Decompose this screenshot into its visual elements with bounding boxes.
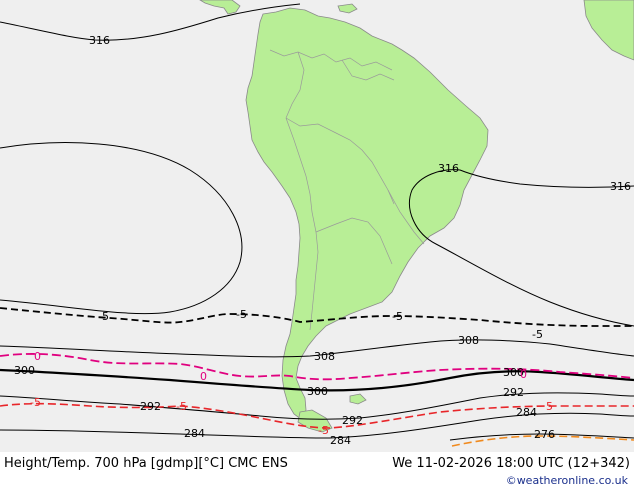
temp-contour-minus5 (0, 307, 634, 327)
height-label-292-west: 292 (140, 400, 161, 413)
height-label-308-atlantic: 308 (458, 334, 479, 347)
height-label-316-brazil: 316 (438, 162, 459, 175)
height-contour-292 (0, 392, 634, 420)
height-label-316-nw: 316 (89, 34, 110, 47)
temp-label-minus5-chile: -5 (236, 308, 247, 321)
height-label-284-west: 284 (184, 427, 205, 440)
height-label-308-chile: 308 (314, 350, 335, 363)
height-label-316-east: 316 (610, 180, 631, 193)
temp-label-zero-mid: 0 (200, 370, 207, 383)
temp-label-minus5-east: -5 (532, 328, 543, 341)
height-label-292-patagonia: 292 (342, 414, 363, 427)
credit-link[interactable]: ©weatheronline.co.uk (505, 474, 628, 487)
tierra-del-fuego (297, 409, 333, 433)
height-label-276-east: 276 (534, 428, 555, 441)
height-label-284-east: 284 (516, 406, 537, 419)
height-label-300-east: 300 (503, 366, 524, 379)
forecast-time: We 11-02-2026 18:00 UTC (12+342) (392, 456, 630, 471)
height-contour-284 (0, 412, 634, 439)
temp-label-5-west: -5 (30, 396, 41, 409)
temp-label-5-east: 5 (546, 400, 553, 413)
temp-label-minus5-pacific: -5 (98, 310, 109, 323)
height-contour-276 (449, 433, 634, 441)
temp-contour-plus10 (451, 435, 634, 447)
map-title: Height/Temp. 700 hPa [gdmp][°C] CMC ENS (4, 456, 288, 471)
height-label-292-east: 292 (503, 386, 524, 399)
landmasses (199, 0, 634, 433)
temp-label-5-mid: -5 (176, 400, 187, 413)
height-contour-316-brazil (408, 169, 634, 327)
falkland-islands (349, 393, 367, 405)
height-label-284-south: 284 (330, 434, 351, 447)
height-contours (0, 3, 634, 441)
temp-label-zero-east: 0 (520, 368, 527, 381)
temp-label-zero-west: 0 (34, 350, 41, 363)
height-contour-316-nw (0, 3, 301, 41)
contour-labels: 316 316 316 308 308 300 300 300 292 292 … (14, 34, 631, 447)
map-panel: 316 316 316 308 308 300 300 300 292 292 … (0, 0, 634, 452)
temp-label-minus5-atlantic: -5 (392, 310, 403, 323)
caribbean-island (337, 3, 358, 14)
temp-label-5-cape: -5 (318, 424, 329, 437)
height-label-300-west: 300 (14, 364, 35, 377)
height-contour-300-bold (0, 368, 634, 392)
height-label-300-patagonia: 300 (307, 385, 328, 398)
map-footer: Height/Temp. 700 hPa [gdmp][°C] CMC ENS … (0, 452, 634, 490)
country-borders (269, 49, 425, 331)
temp-contour-zero (0, 353, 634, 381)
africa-coast (583, 0, 634, 61)
central-america (199, 0, 241, 15)
temp-contour-plus5 (0, 402, 634, 429)
south-america (245, 7, 489, 421)
height-contour-308 (0, 339, 634, 358)
weather-map: 316 316 316 308 308 300 300 300 292 292 … (0, 0, 634, 452)
height-contour-316-pacific-loop (0, 142, 243, 315)
